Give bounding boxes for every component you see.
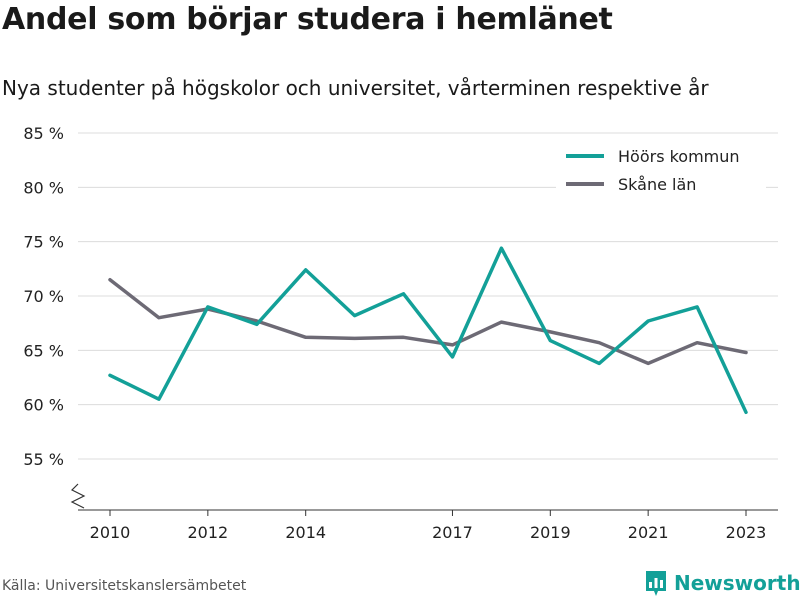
y-tick-label: 60 % (23, 396, 64, 415)
x-tick-label: 2017 (432, 523, 473, 542)
y-tick-label: 80 % (23, 178, 64, 197)
x-tick-label: 2019 (530, 523, 571, 542)
axis-break-zigzag (70, 483, 86, 509)
series-lines (108, 246, 748, 415)
x-axis: 2010 2012 2014 2017 2019 2021 2023 (78, 509, 778, 542)
y-tick-label: 75 % (23, 233, 64, 252)
chart-title: Andel som börjar studera i hemlänet (2, 2, 613, 37)
x-tick-label: 2010 (90, 523, 131, 542)
x-tick-label: 2023 (726, 523, 767, 542)
brand-logo: Newsworthy (644, 568, 800, 598)
x-tick-label: 2021 (628, 523, 669, 542)
legend-label: Höörs kommun (618, 147, 740, 166)
y-tick-label: 55 % (23, 450, 64, 469)
brand-name: Newsworthy (674, 571, 800, 595)
y-tick-label: 65 % (23, 341, 64, 360)
y-tick-label: 70 % (23, 287, 64, 306)
x-tick-label: 2012 (187, 523, 228, 542)
newsworthy-logo-icon (646, 571, 666, 596)
legend: Höörs kommun Skåne län (556, 140, 766, 196)
y-tick-label: 85 % (23, 124, 64, 143)
x-tick-label: 2014 (285, 523, 326, 542)
legend-background (556, 140, 766, 196)
legend-label: Skåne län (618, 175, 696, 194)
source-note: Källa: Universitetskanslersämbetet (2, 578, 247, 594)
series-line-h-rs-kommun (108, 246, 748, 415)
axis-break-icon (70, 483, 86, 509)
chart-subtitle: Nya studenter på högskolor och universit… (2, 76, 709, 100)
y-axis: 55 % 60 % 65 % 70 % 75 % 80 % 85 % (23, 124, 64, 469)
